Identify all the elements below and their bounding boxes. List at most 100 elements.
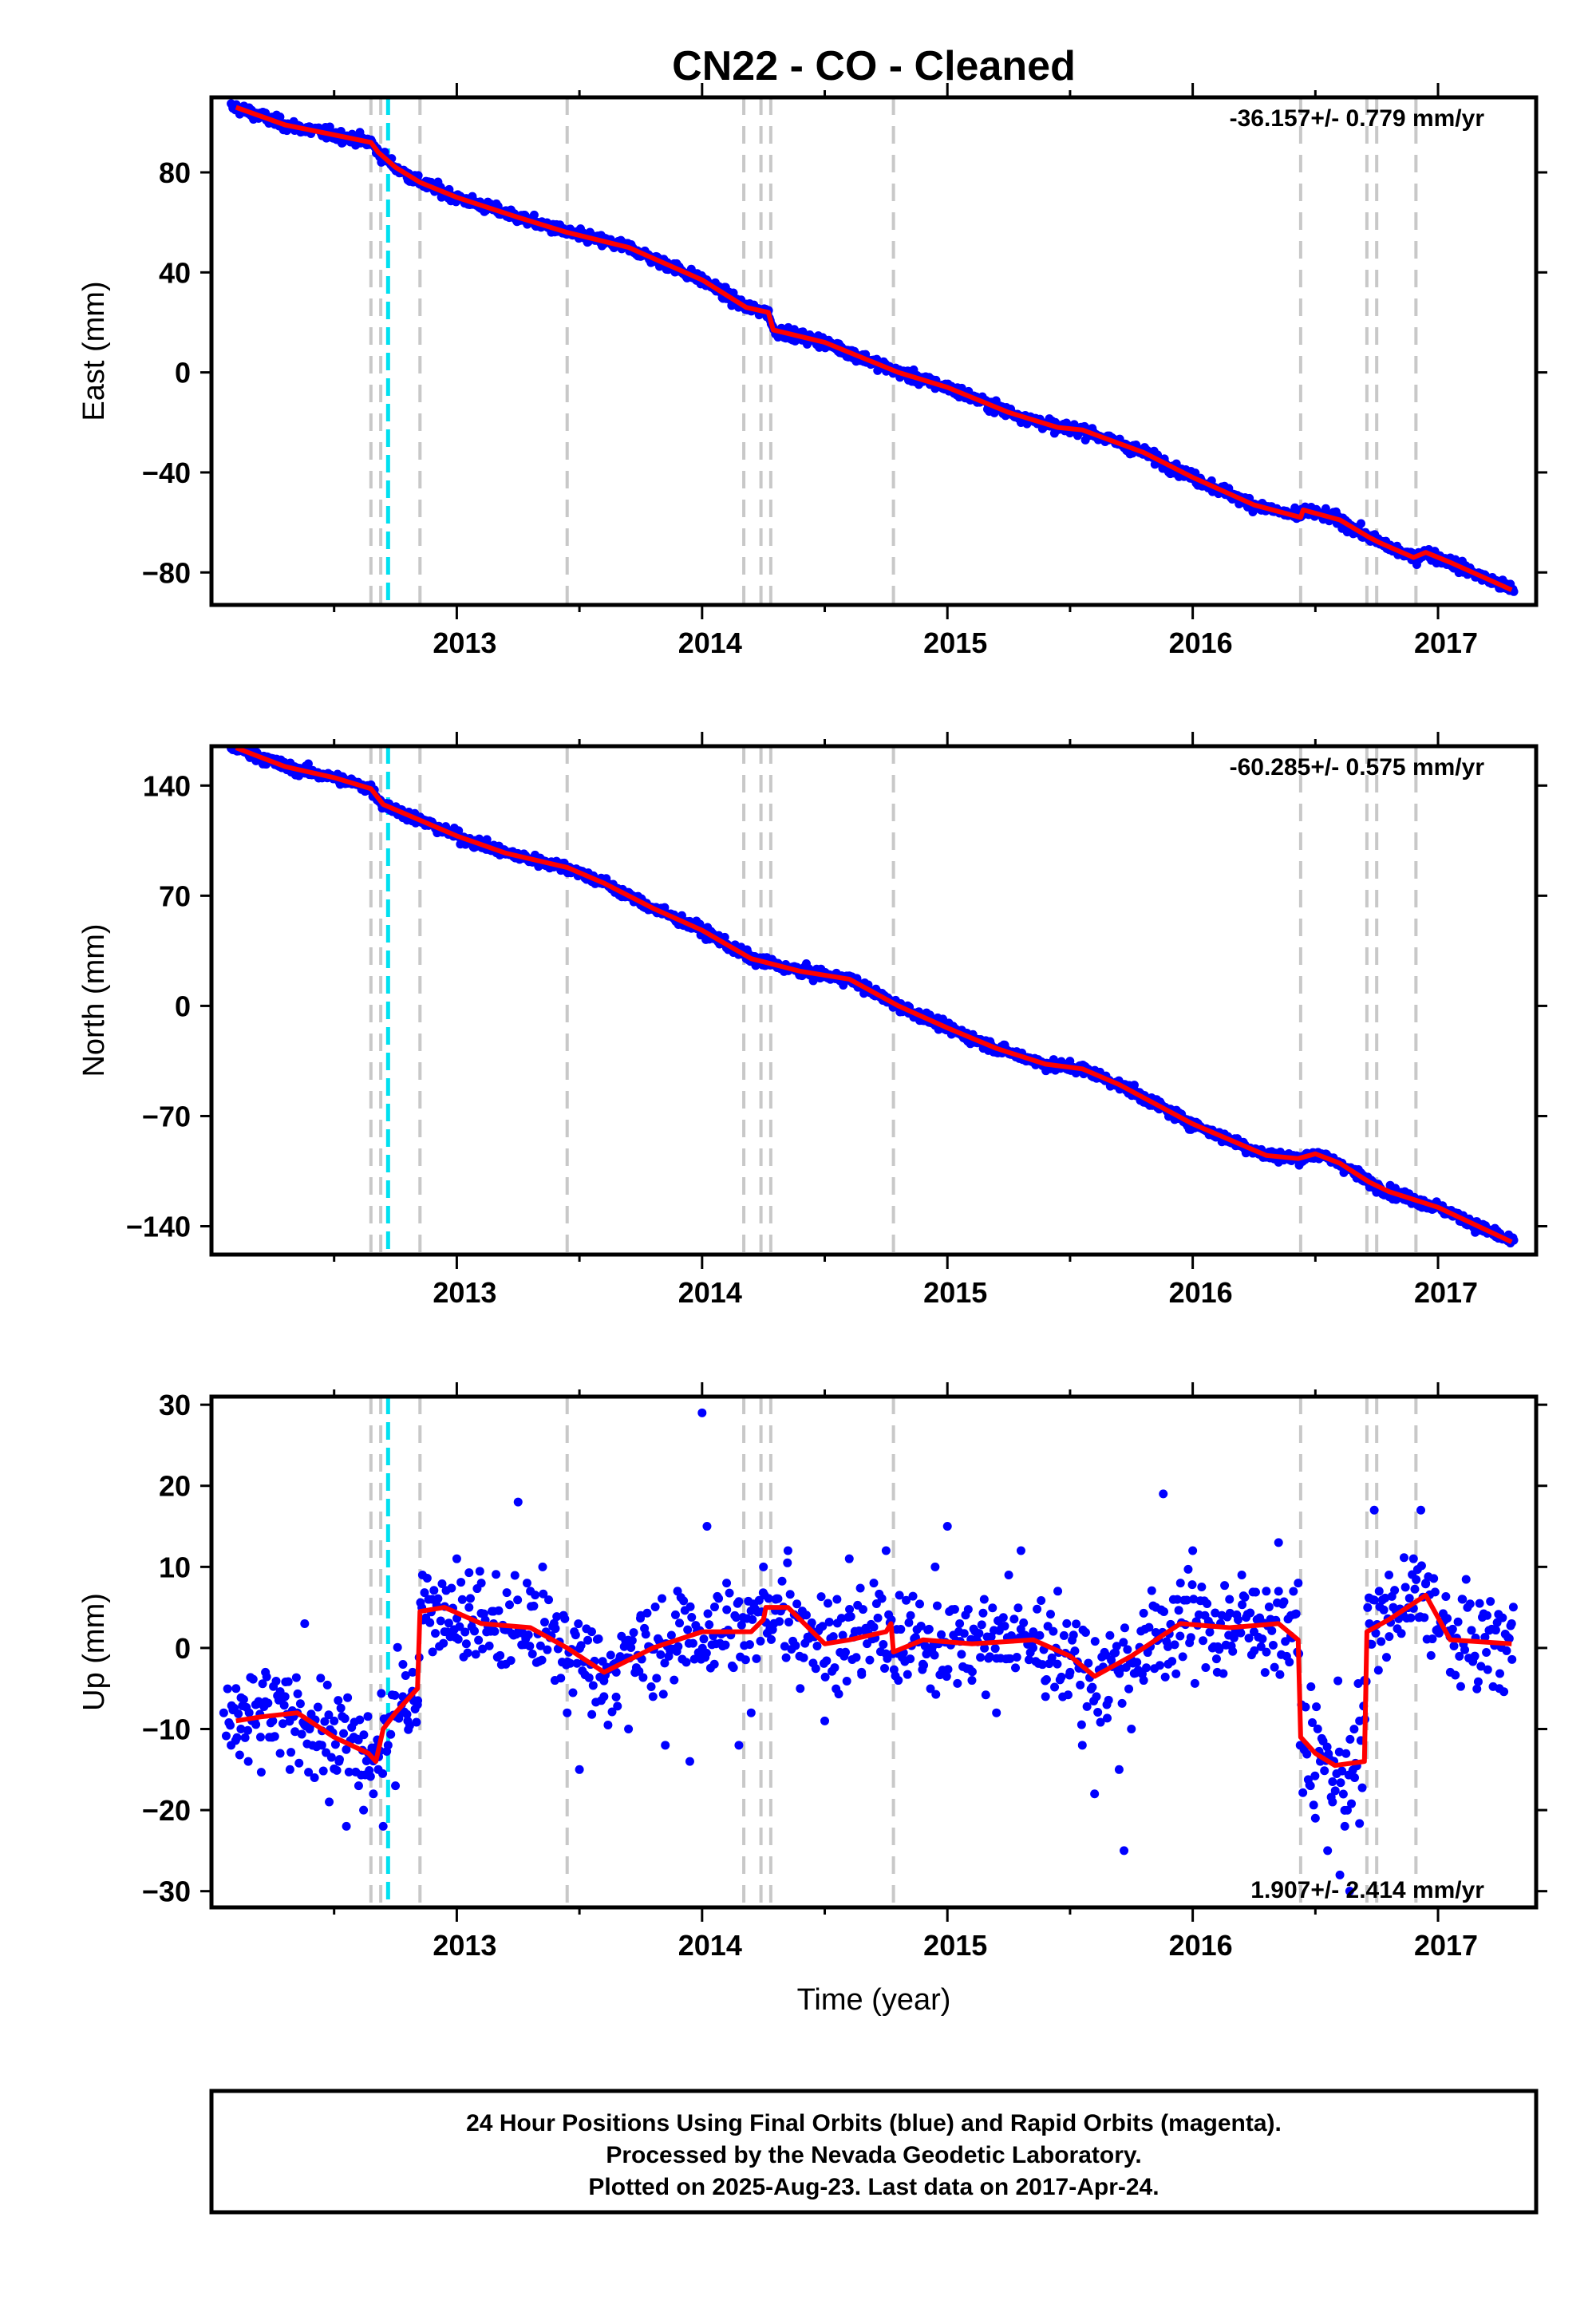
data-point xyxy=(476,1579,486,1588)
data-point xyxy=(576,1641,586,1650)
data-point xyxy=(1441,1592,1451,1602)
data-point xyxy=(1082,1701,1092,1711)
data-point xyxy=(334,1696,343,1705)
data-point xyxy=(359,1730,369,1740)
north-panel: −140 −70 0 70 140 2013 2014 2015 2016 2017 North (… xyxy=(77,732,1547,1309)
data-point xyxy=(791,1641,800,1650)
data-point xyxy=(957,1650,966,1659)
data-point xyxy=(1063,1690,1073,1700)
data-point xyxy=(967,1676,977,1686)
data-point xyxy=(1349,1725,1359,1734)
data-point xyxy=(221,1731,231,1741)
data-point xyxy=(930,1562,940,1571)
data-point xyxy=(538,1562,547,1571)
data-point xyxy=(428,1595,437,1604)
data-point xyxy=(1430,1587,1440,1597)
data-point xyxy=(1420,1613,1429,1622)
data-point xyxy=(248,1674,258,1684)
data-point xyxy=(930,1650,939,1660)
data-point xyxy=(652,1674,662,1683)
data-point xyxy=(1215,1645,1224,1654)
data-point xyxy=(1371,1628,1381,1638)
data-point xyxy=(906,1654,915,1664)
data-point xyxy=(429,1586,439,1595)
data-point xyxy=(1460,1645,1470,1654)
x-tick-label: 2016 xyxy=(1169,626,1233,659)
data-point xyxy=(563,1708,572,1717)
data-point xyxy=(1057,1672,1066,1682)
x-tick-label: 2016 xyxy=(1169,1929,1233,1962)
up-panel: −30 −20 −10 0 10 20 30 2013 2014 2015 2016 2017 Up (… xyxy=(77,1382,1547,1962)
data-point xyxy=(283,1677,293,1686)
data-point xyxy=(1201,1663,1211,1673)
data-point xyxy=(1102,1713,1112,1723)
data-point xyxy=(1211,1608,1220,1618)
data-point xyxy=(1183,1564,1193,1574)
data-point xyxy=(369,1789,378,1799)
y-tick-label: 20 xyxy=(159,1470,191,1503)
data-point xyxy=(714,1594,724,1603)
y-axis-label: Up (mm) xyxy=(77,1593,111,1711)
data-point xyxy=(1483,1665,1492,1674)
data-point xyxy=(1285,1658,1294,1667)
data-point xyxy=(1000,1622,1009,1631)
data-point xyxy=(1139,1608,1148,1618)
data-point xyxy=(784,1617,793,1626)
data-point xyxy=(1041,1692,1050,1701)
data-point xyxy=(656,1650,666,1659)
data-point xyxy=(725,1588,734,1598)
data-point xyxy=(980,1643,990,1653)
data-point xyxy=(1270,1662,1279,1672)
data-point xyxy=(326,1753,336,1762)
data-point xyxy=(1334,1747,1344,1757)
data-point xyxy=(1507,1618,1516,1628)
data-point xyxy=(824,1617,834,1626)
data-point xyxy=(332,1765,342,1775)
data-point xyxy=(1159,1607,1169,1616)
data-point xyxy=(1080,1628,1090,1638)
data-point xyxy=(502,1588,512,1598)
data-point xyxy=(1502,1646,1511,1655)
x-tick-label: 2016 xyxy=(1169,1276,1233,1309)
data-point xyxy=(1240,1592,1250,1602)
data-point xyxy=(436,1616,445,1626)
data-point xyxy=(1041,1674,1051,1684)
data-point xyxy=(571,1630,580,1640)
data-point xyxy=(638,1673,648,1682)
data-point xyxy=(1093,1708,1103,1717)
data-point xyxy=(1163,1659,1173,1669)
data-point xyxy=(780,1642,789,1651)
x-tick-label: 2013 xyxy=(433,1929,496,1962)
data-point xyxy=(1294,1579,1303,1588)
data-point xyxy=(1187,1580,1197,1590)
data-point xyxy=(926,1684,935,1694)
footer-line-3: Plotted on 2025-Aug-23. Last data on 201… xyxy=(588,2174,1159,2200)
data-point xyxy=(942,1522,952,1531)
data-point xyxy=(1504,1634,1514,1643)
data-point xyxy=(754,1595,764,1605)
data-point xyxy=(1302,1749,1312,1759)
x-axis-label: Time (year) xyxy=(797,1983,951,2017)
data-point xyxy=(1345,1887,1354,1896)
data-point xyxy=(840,1647,850,1657)
data-point xyxy=(1412,1575,1421,1584)
data-point xyxy=(924,1624,934,1634)
data-point xyxy=(842,1677,851,1686)
data-point xyxy=(1117,1698,1127,1708)
data-point xyxy=(759,1562,768,1571)
data-point xyxy=(1455,1651,1464,1661)
data-point xyxy=(401,1670,410,1680)
footer-frame xyxy=(209,2089,1539,2215)
data-point xyxy=(998,1613,1008,1622)
data-point xyxy=(1264,1603,1274,1612)
data-point xyxy=(748,1614,757,1624)
data-point xyxy=(1486,1597,1495,1607)
data-point xyxy=(425,1618,435,1627)
data-point xyxy=(1092,1692,1101,1701)
data-point xyxy=(801,1611,811,1620)
data-point xyxy=(660,1658,670,1668)
data-point xyxy=(978,1608,988,1618)
data-point xyxy=(1212,1667,1222,1677)
data-point xyxy=(456,1578,466,1587)
data-point xyxy=(285,1765,294,1774)
